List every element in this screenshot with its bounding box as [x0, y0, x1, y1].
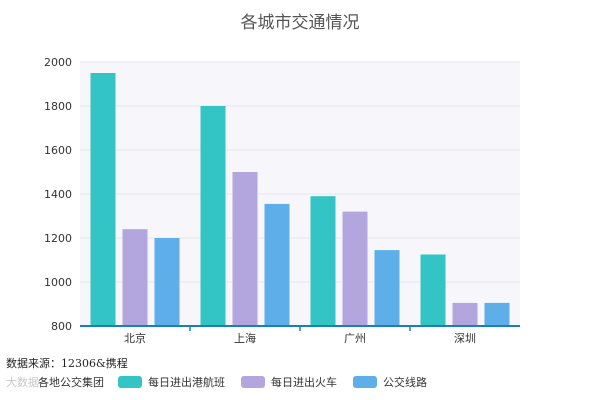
y-tick-label: 1800: [44, 100, 72, 113]
y-tick-label: 1600: [44, 144, 72, 157]
bar[interactable]: [264, 203, 290, 326]
bar[interactable]: [200, 106, 226, 326]
legend-item-flights[interactable]: 每日进出港航班: [118, 374, 225, 390]
grid-lines: [80, 61, 520, 283]
legend-prefix: 各地公交集团: [38, 376, 104, 389]
bar[interactable]: [122, 229, 148, 326]
legend-label-flights: 每日进出港航班: [148, 376, 225, 389]
bar[interactable]: [342, 211, 368, 326]
watermark: 大数据: [6, 376, 39, 389]
y-axis-ticks: 800 1000 1200 1400 1600 1800 2000: [44, 56, 72, 333]
bar[interactable]: [374, 250, 400, 326]
bar[interactable]: [232, 172, 258, 326]
y-tick-label: 1200: [44, 232, 72, 245]
bar[interactable]: [310, 196, 336, 326]
y-tick-label: 1000: [44, 276, 72, 289]
bar[interactable]: [154, 238, 180, 326]
bars: [90, 73, 510, 327]
legend-swatch-flights: [118, 376, 142, 388]
legend-swatch-bus: [353, 376, 377, 388]
bar[interactable]: [90, 73, 116, 326]
chart-title: 各城市交通情况: [240, 13, 360, 33]
x-tick-label: 深圳: [454, 332, 476, 345]
legend-item-bus[interactable]: 公交线路: [353, 374, 427, 390]
source-note: 数据来源：12306&携程: [6, 357, 128, 370]
y-tick-label: 1400: [44, 188, 72, 201]
y-tick-label: 800: [51, 320, 72, 333]
legend-item-trains[interactable]: 每日进出火车: [241, 374, 337, 390]
bar[interactable]: [452, 302, 478, 326]
legend-label-trains: 每日进出火车: [271, 376, 337, 389]
legend-label-bus: 公交线路: [383, 376, 427, 389]
x-tick-label: 广州: [344, 332, 366, 345]
x-tick-label: 上海: [234, 331, 256, 345]
bar[interactable]: [420, 254, 446, 327]
legend: 各地公交集团 每日进出港航班 每日进出火车 公交线路: [38, 374, 443, 390]
bar[interactable]: [484, 302, 510, 326]
x-axis-ticks: 北京 上海 广州 深圳: [124, 326, 476, 345]
legend-swatch-trains: [241, 376, 265, 388]
x-tick-label: 北京: [124, 331, 146, 345]
y-tick-label: 2000: [44, 56, 72, 69]
